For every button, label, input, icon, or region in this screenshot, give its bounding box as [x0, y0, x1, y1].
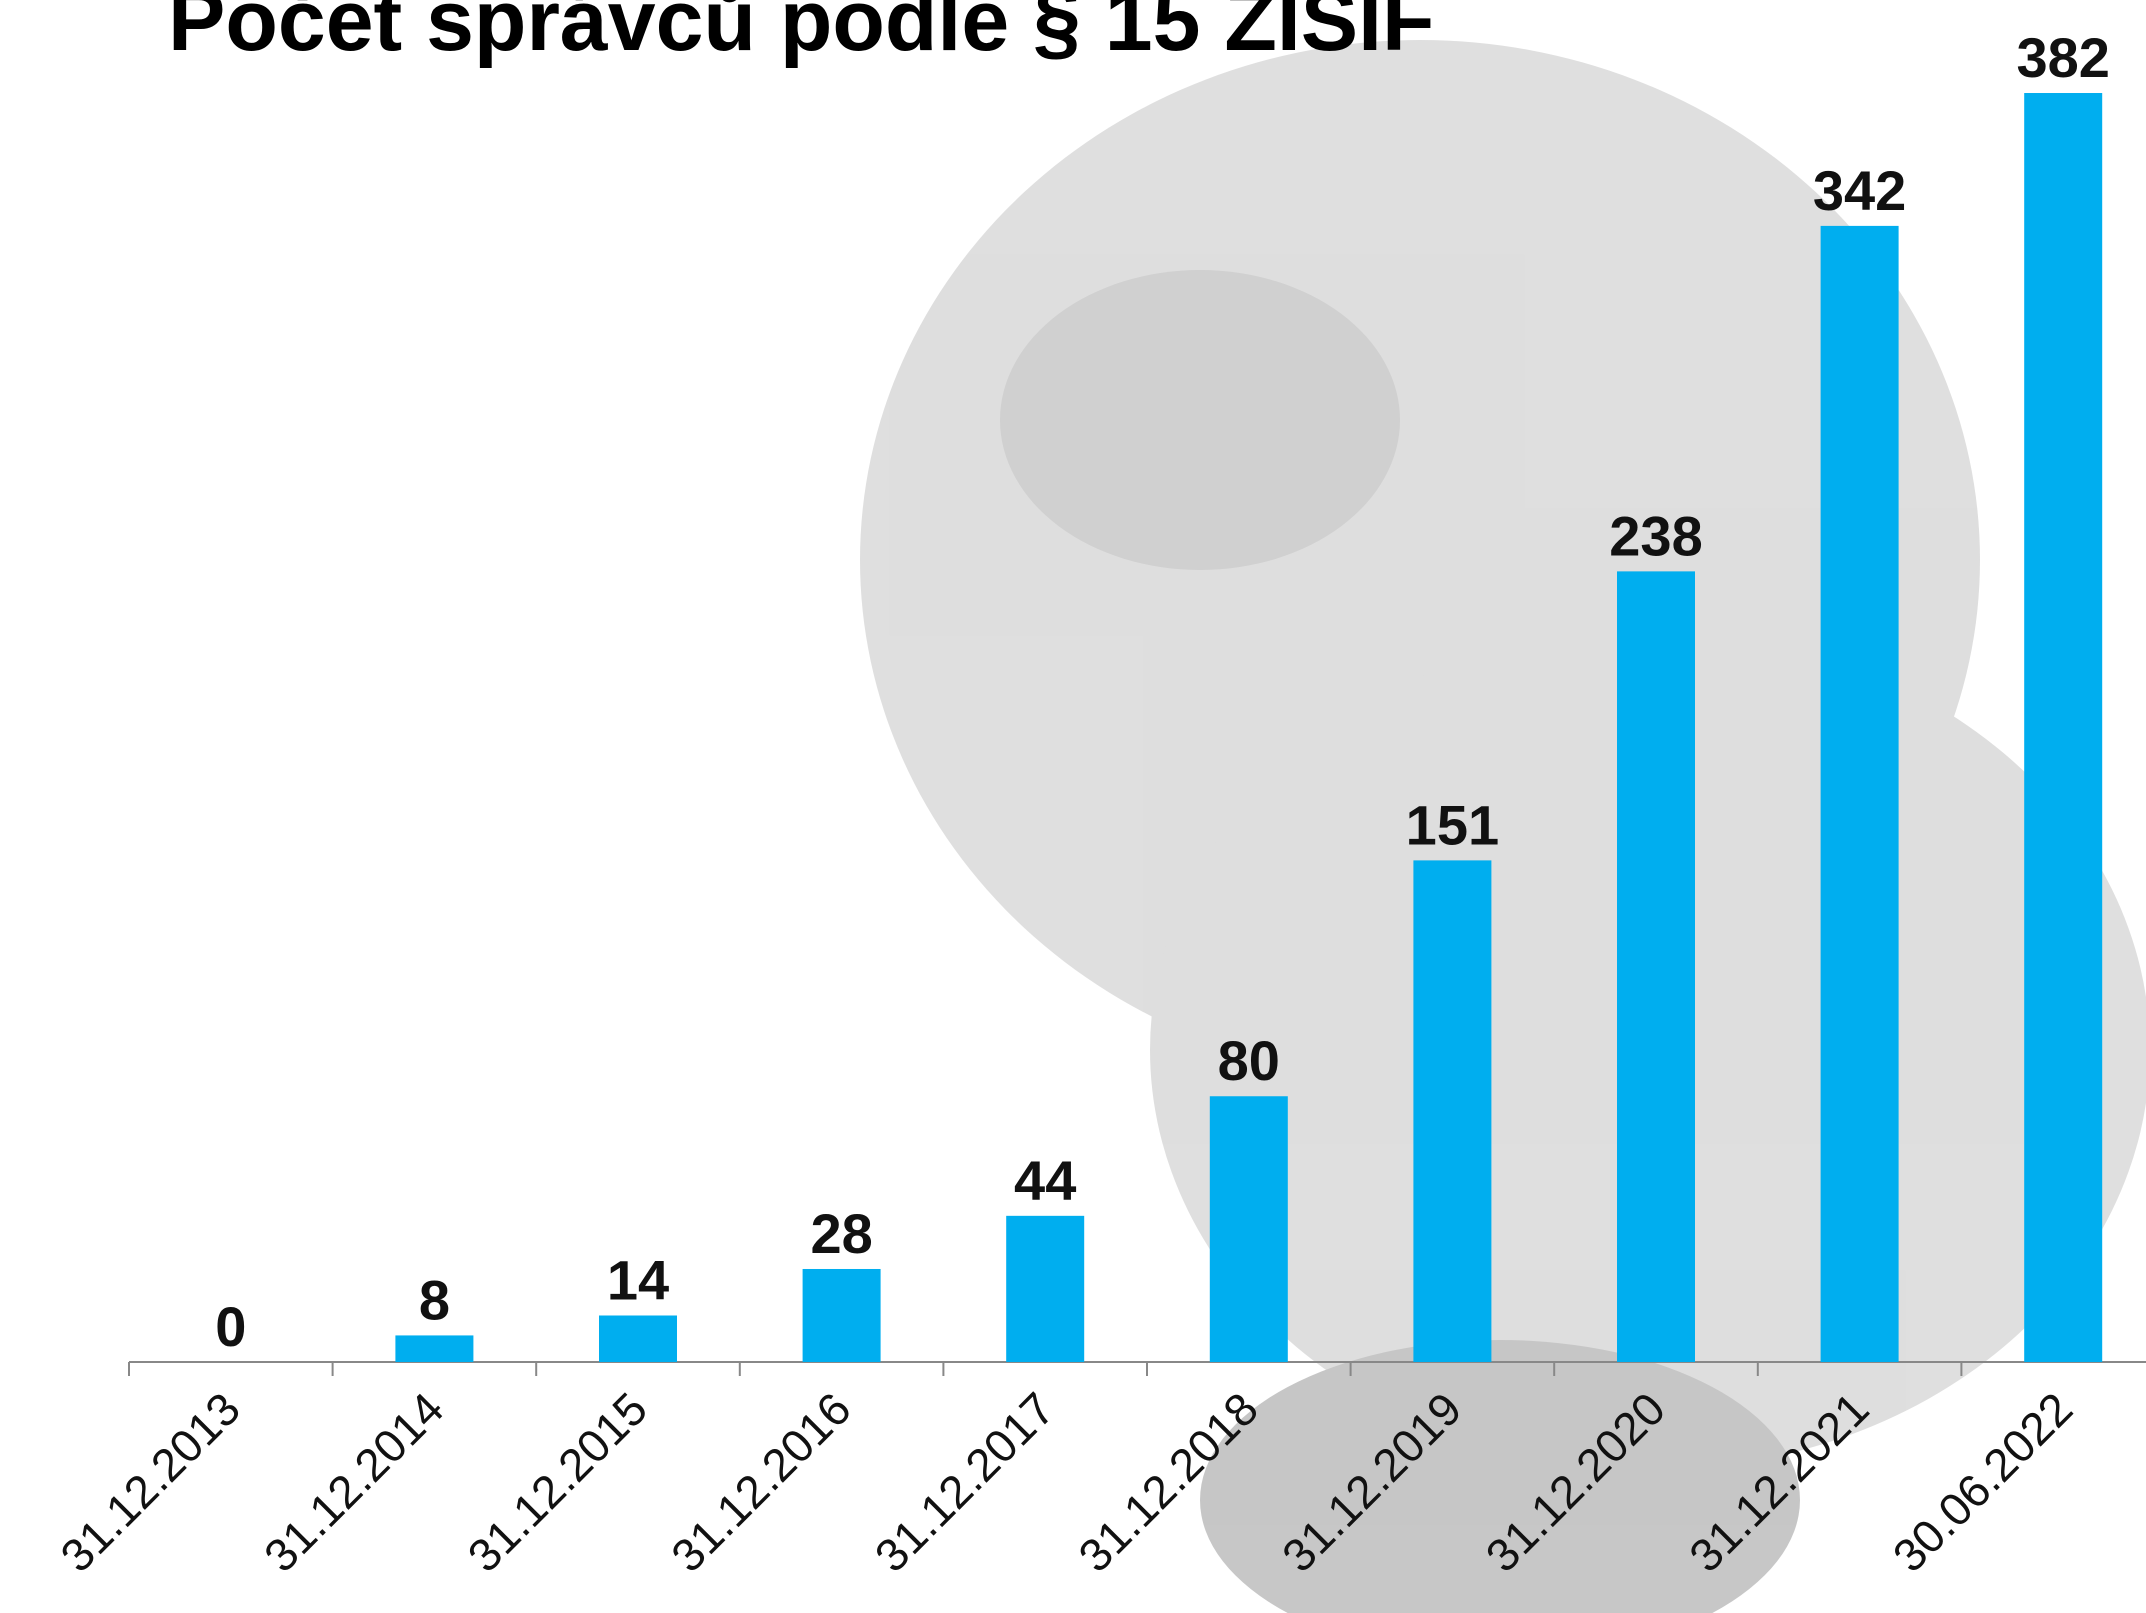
x-tick-label: 31.12.2016	[661, 1382, 861, 1582]
bar	[395, 1335, 474, 1362]
bar	[1413, 860, 1492, 1362]
value-label: 151	[1406, 793, 1499, 856]
bar	[1209, 1096, 1288, 1362]
value-label: 14	[607, 1248, 669, 1311]
bar	[1617, 571, 1695, 1362]
bar	[1006, 1215, 1085, 1362]
value-label: 44	[1014, 1149, 1076, 1212]
value-label: 28	[810, 1202, 872, 1265]
value-label: 0	[215, 1295, 246, 1358]
value-label: 80	[1218, 1029, 1280, 1092]
bar	[599, 1315, 677, 1362]
background-decoration	[860, 40, 2146, 1613]
x-tick-label: 31.12.2014	[254, 1382, 454, 1582]
value-label: 342	[1813, 159, 1906, 222]
value-label: 8	[419, 1268, 450, 1331]
x-tick-label: 31.12.2013	[50, 1382, 250, 1582]
chart-title: Počet správců podle § 15 ZISIF	[168, 0, 1435, 69]
bar	[1820, 225, 1899, 1362]
value-label: 238	[1609, 504, 1702, 567]
x-tick-label: 31.12.2017	[865, 1382, 1065, 1582]
bar	[802, 1268, 881, 1362]
value-label: 382	[2016, 26, 2109, 89]
bar	[2024, 93, 2103, 1362]
x-tick-label: 31.12.2015	[458, 1382, 658, 1582]
x-tick-label: 30.06.2022	[1883, 1382, 2083, 1582]
